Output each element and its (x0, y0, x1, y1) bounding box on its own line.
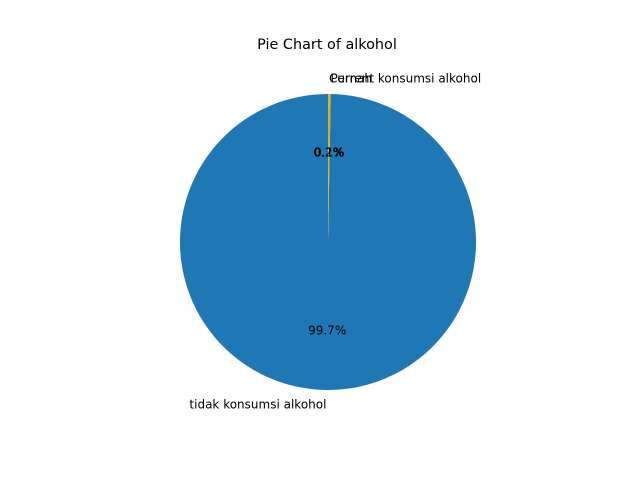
pie-slice-1 (328, 94, 331, 242)
slice-pct-label-2: 0.2% (313, 146, 344, 160)
pie-labels: tidak konsumsi alkohol 99.7% Pernah 0.1% Cur… (189, 72, 481, 412)
slice-pct-label-1: 0.1% (314, 146, 345, 160)
pie-slices (180, 94, 477, 391)
slice-label-2: Current konsumsi alkohol (329, 72, 481, 86)
pie-slice-2 (328, 94, 330, 242)
pie-slice-0 (180, 94, 477, 391)
slice-pct-label-0: 99.7% (308, 323, 346, 337)
chart-title: Pie Chart of alkohol (257, 37, 397, 53)
slice-label-1: Pernah (331, 72, 372, 86)
slice-label-0: tidak konsumsi alkohol (189, 397, 326, 411)
